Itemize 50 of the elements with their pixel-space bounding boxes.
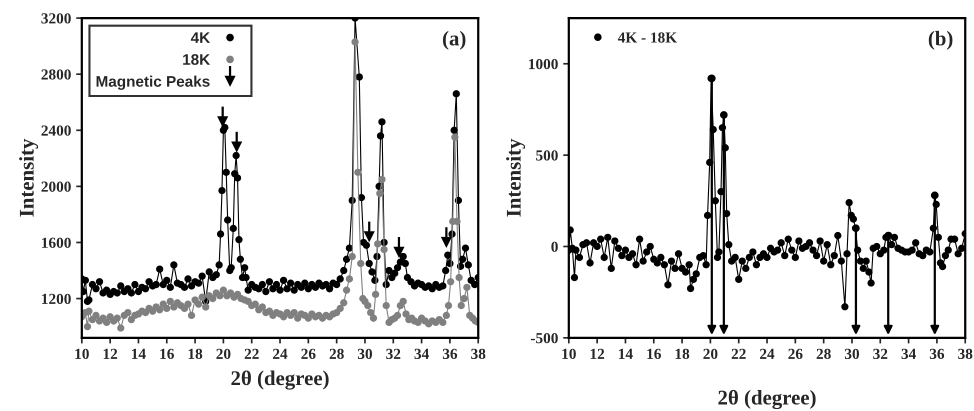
x-tick-label: 34 bbox=[414, 348, 429, 360]
y-axis-title: Intensity bbox=[506, 138, 526, 217]
x-tick-label: 28 bbox=[816, 348, 831, 360]
x-tick-label: 10 bbox=[75, 348, 89, 360]
y-tick-label: 1600 bbox=[42, 238, 71, 248]
x-tick-label: 24 bbox=[273, 348, 288, 359]
x-tick-label: 38 bbox=[471, 348, 486, 360]
x-tick-label: 18 bbox=[676, 348, 690, 360]
x-tick-label: 12 bbox=[104, 348, 118, 359]
x-tick-label: 16 bbox=[160, 348, 174, 360]
y-tick-label: 1000 bbox=[529, 58, 558, 70]
x-tick-label: 30 bbox=[358, 348, 372, 360]
y-tick-label: 2000 bbox=[41, 182, 71, 192]
x-tick-label: 18 bbox=[188, 348, 202, 360]
x-tick-label: 10 bbox=[562, 348, 576, 360]
x-tick-label: 14 bbox=[619, 348, 633, 359]
y-tick-label: -500 bbox=[530, 332, 558, 344]
x-tick-label: 36 bbox=[930, 348, 944, 360]
y-tick-label: 0 bbox=[551, 242, 558, 252]
x-tick-label: 14 bbox=[132, 348, 146, 359]
annotation: (a) bbox=[442, 30, 466, 50]
x-tick-label: 20 bbox=[703, 348, 718, 360]
y-tick-label: 3200 bbox=[41, 13, 71, 24]
x-tick-label: 32 bbox=[873, 348, 888, 360]
x-tick-label: 24 bbox=[760, 348, 774, 359]
annotation: (b) bbox=[928, 30, 952, 50]
legend-label: 4K - 18K bbox=[618, 32, 677, 43]
x-tick-label: 30 bbox=[844, 348, 860, 360]
legend-label: 4K bbox=[190, 32, 210, 43]
y-tick-label: 1200 bbox=[42, 294, 71, 304]
y-tick-label: 2400 bbox=[41, 125, 71, 136]
x-tick-label: 12 bbox=[590, 348, 604, 359]
x-tick-label: 38 bbox=[958, 348, 972, 360]
x-tick-label: 22 bbox=[732, 348, 746, 359]
x-tick-label: 28 bbox=[330, 348, 344, 360]
x-tick-label: 32 bbox=[386, 348, 400, 360]
y-tick-label: 500 bbox=[536, 150, 558, 161]
x-tick-label: 36 bbox=[442, 348, 458, 360]
y-axis-title: Intensity bbox=[19, 138, 38, 217]
x-tick-label: 34 bbox=[902, 348, 916, 360]
x-tick-label: 22 bbox=[244, 348, 259, 359]
x-tick-label: 20 bbox=[216, 348, 230, 360]
x-axis-title: 2θ (degree) bbox=[231, 370, 329, 390]
x-axis-title: 2θ (degree) bbox=[718, 390, 816, 410]
x-tick-label: 26 bbox=[788, 348, 803, 360]
legend-label: 18K bbox=[183, 54, 210, 65]
x-tick-label: 26 bbox=[301, 348, 316, 360]
y-tick-label: 2800 bbox=[41, 69, 71, 80]
legend-label: Magnetic Peaks bbox=[96, 76, 210, 90]
x-tick-label: 16 bbox=[647, 348, 661, 360]
